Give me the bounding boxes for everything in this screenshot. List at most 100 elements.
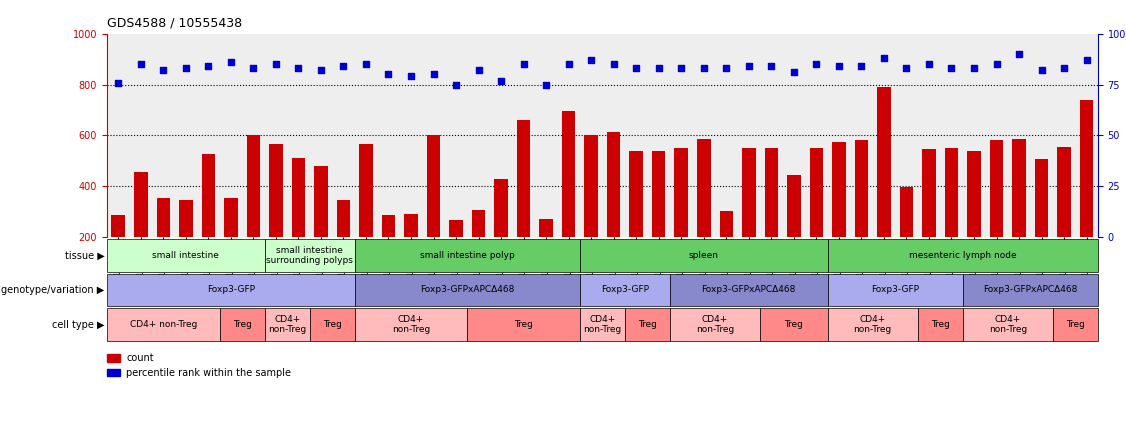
Bar [832,142,846,288]
Point [920,61,938,68]
Bar [1080,100,1093,288]
Text: CD4+
non-Treg: CD4+ non-Treg [392,315,430,334]
Bar [742,148,756,288]
Text: small intestine: small intestine [152,251,220,260]
Point [267,61,285,68]
Point [1078,57,1096,63]
Point [875,55,893,62]
Point [132,61,150,68]
Point [334,63,352,70]
Point [537,81,555,88]
Text: spleen: spleen [689,251,718,260]
Bar [247,135,260,288]
Text: Treg: Treg [515,320,533,329]
Point [1033,67,1051,74]
Bar [674,148,688,288]
Bar [517,120,530,288]
Bar [539,219,553,288]
Point [672,65,690,72]
Text: genotype/variation ▶: genotype/variation ▶ [1,285,105,295]
Point [852,63,870,70]
Point [244,65,262,72]
Bar [111,215,125,288]
Text: Treg: Treg [233,320,251,329]
Bar [607,132,620,288]
Bar [945,148,958,288]
Point [425,71,443,78]
Point [627,65,645,72]
Point [447,81,465,88]
Bar [472,210,485,288]
Point [717,65,735,72]
Bar [629,151,643,288]
Point [312,67,330,74]
Bar [720,212,733,288]
Bar [314,166,328,288]
Point [289,65,307,72]
Point [740,63,758,70]
Point [807,61,825,68]
Point [402,73,420,80]
Point [942,65,960,72]
Text: mesenteric lymph node: mesenteric lymph node [909,251,1017,260]
Point [965,65,983,72]
Bar [922,149,936,288]
Point [379,71,397,78]
Bar [179,200,193,288]
Bar [855,140,868,288]
Point [154,67,172,74]
Text: count: count [126,353,154,363]
Bar [269,144,283,288]
Text: Foxp3-GFPxAPCΔ468: Foxp3-GFPxAPCΔ468 [983,286,1078,294]
Point [695,65,713,72]
Point [222,59,240,66]
Point [177,65,195,72]
Text: CD4+
non-Treg: CD4+ non-Treg [696,315,734,334]
Text: CD4+
non-Treg: CD4+ non-Treg [989,315,1027,334]
Point [650,65,668,72]
Bar [584,135,598,288]
Text: Treg: Treg [323,320,341,329]
Text: small intestine
surrounding polyps: small intestine surrounding polyps [266,246,354,265]
Bar [494,179,508,288]
Text: tissue ▶: tissue ▶ [65,250,105,260]
Bar [1035,159,1048,288]
Bar [202,154,215,288]
Point [582,57,600,63]
Bar [810,148,823,288]
Text: CD4+
non-Treg: CD4+ non-Treg [268,315,306,334]
Bar [787,175,801,288]
Point [762,63,780,70]
Bar [877,87,891,288]
Bar [652,151,665,288]
Bar [1057,147,1071,288]
Bar [967,151,981,288]
Text: Foxp3-GFPxAPCΔ468: Foxp3-GFPxAPCΔ468 [420,286,515,294]
Bar [292,158,305,288]
Bar [134,172,148,288]
Text: GDS4588 / 10555438: GDS4588 / 10555438 [107,17,242,30]
Point [470,67,488,74]
Bar [404,214,418,288]
Point [199,63,217,70]
Text: CD4+
non-Treg: CD4+ non-Treg [583,315,622,334]
Bar [562,111,575,288]
Point [560,61,578,68]
Bar [1012,139,1026,288]
Bar [224,198,238,288]
Point [988,61,1006,68]
Bar [427,135,440,288]
Bar [157,198,170,288]
Text: Treg: Treg [638,320,656,329]
Text: percentile rank within the sample: percentile rank within the sample [126,368,292,378]
Text: Treg: Treg [785,320,803,329]
Bar [697,139,711,288]
Point [492,77,510,84]
Point [1010,51,1028,58]
Text: Treg: Treg [1066,320,1084,329]
Bar [990,140,1003,288]
Bar [337,200,350,288]
Bar [900,187,913,288]
Point [1055,65,1073,72]
Text: Treg: Treg [931,320,949,329]
